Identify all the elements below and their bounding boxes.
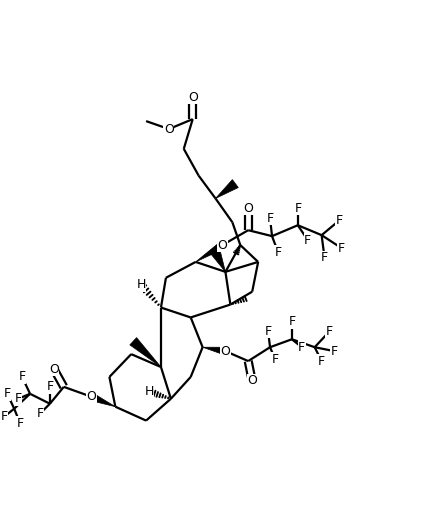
Text: O: O (243, 202, 253, 215)
Text: F: F (1, 410, 8, 423)
Text: F: F (271, 352, 278, 366)
Text: O: O (217, 238, 227, 251)
Text: F: F (336, 214, 343, 227)
Text: F: F (338, 241, 345, 255)
Polygon shape (130, 338, 161, 367)
Text: F: F (326, 325, 333, 338)
Text: F: F (288, 315, 295, 328)
Polygon shape (211, 250, 225, 272)
Text: O: O (164, 123, 174, 135)
Text: F: F (19, 371, 26, 383)
Text: O: O (188, 91, 198, 104)
Text: F: F (46, 380, 53, 393)
Text: H: H (137, 278, 146, 291)
Text: F: F (331, 345, 338, 358)
Text: F: F (264, 325, 272, 338)
Text: F: F (298, 341, 305, 353)
Text: H: H (145, 385, 154, 398)
Text: F: F (304, 234, 311, 246)
Text: F: F (17, 417, 24, 430)
Text: F: F (274, 245, 282, 259)
Text: F: F (294, 202, 301, 215)
Text: F: F (15, 392, 22, 406)
Polygon shape (196, 242, 225, 262)
Text: F: F (321, 251, 328, 265)
Text: F: F (4, 387, 11, 400)
Text: F: F (318, 355, 325, 368)
Polygon shape (90, 393, 115, 407)
Polygon shape (216, 180, 238, 198)
Text: O: O (221, 345, 230, 358)
Polygon shape (202, 347, 226, 355)
Text: O: O (247, 374, 257, 387)
Text: F: F (36, 407, 44, 420)
Text: O: O (87, 390, 96, 403)
Text: F: F (267, 212, 274, 225)
Text: O: O (49, 363, 59, 376)
